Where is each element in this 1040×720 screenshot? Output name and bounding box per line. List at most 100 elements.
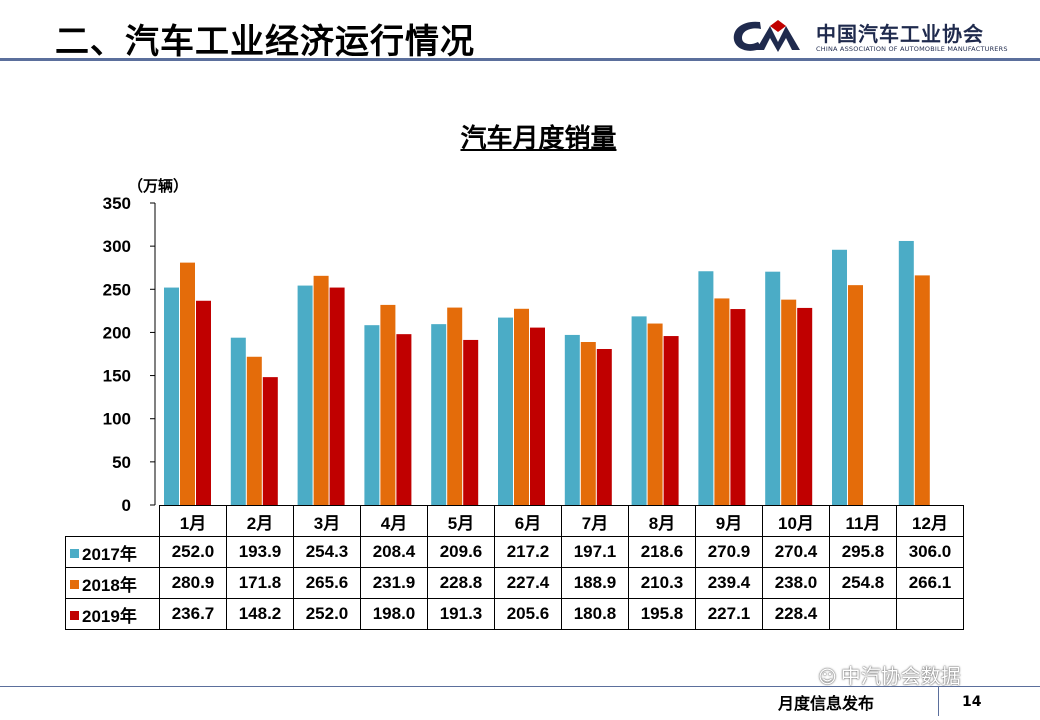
data-label: 197.1 xyxy=(561,536,629,568)
y-tick-label: 250 xyxy=(103,280,131,299)
y-tick-label: 100 xyxy=(103,410,131,429)
y-tick-label: 150 xyxy=(103,367,131,386)
data-label: 205.6 xyxy=(494,598,562,630)
bar xyxy=(596,348,612,505)
data-label: 254.3 xyxy=(293,536,361,568)
bar xyxy=(914,275,930,505)
data-label: 227.1 xyxy=(695,598,763,630)
data-label: 171.8 xyxy=(226,567,294,599)
data-label: 252.0 xyxy=(159,536,227,568)
x-tick-label: 7月 xyxy=(561,505,629,537)
bar xyxy=(380,304,396,505)
bar xyxy=(714,298,730,505)
watermark-text: 中汽协会数据 xyxy=(840,664,961,688)
data-label: 148.2 xyxy=(226,598,294,630)
data-label: 191.3 xyxy=(427,598,495,630)
bar xyxy=(698,271,714,505)
footer-separator xyxy=(938,686,939,716)
caam-logo-icon xyxy=(733,20,800,52)
data-label: 295.8 xyxy=(829,536,897,568)
legend-entry: 2018年 xyxy=(65,567,160,599)
data-label: 217.2 xyxy=(494,536,562,568)
bar xyxy=(530,327,545,505)
top-divider xyxy=(0,58,1040,61)
x-tick-label: 1月 xyxy=(159,505,227,537)
wechat-icon: ☺ xyxy=(818,667,837,688)
bar xyxy=(498,317,513,505)
data-label: 239.4 xyxy=(695,567,763,599)
bar xyxy=(580,342,596,505)
data-label: 193.9 xyxy=(226,536,294,568)
bar xyxy=(180,262,195,505)
bar xyxy=(364,325,380,505)
bar xyxy=(898,240,914,506)
bar xyxy=(297,285,313,505)
bar xyxy=(329,287,345,505)
legend-label: 2018年 xyxy=(82,575,137,595)
chart-title: 汽车月度销量 xyxy=(460,124,617,154)
bar xyxy=(647,323,663,505)
x-tick-label: 3月 xyxy=(293,505,361,537)
legend-swatch xyxy=(70,548,79,558)
data-label: 231.9 xyxy=(360,567,428,599)
data-label: 195.8 xyxy=(628,598,696,630)
legend-swatch xyxy=(70,579,79,589)
data-label: 265.6 xyxy=(293,567,361,599)
data-label: 238.0 xyxy=(762,567,830,599)
x-tick-label: 12月 xyxy=(896,505,964,537)
data-label: 280.9 xyxy=(159,567,227,599)
bar xyxy=(262,377,278,505)
data-label: 180.8 xyxy=(561,598,629,630)
bottom-divider xyxy=(0,686,1040,687)
data-label: 218.6 xyxy=(628,536,696,568)
x-tick-label: 9月 xyxy=(695,505,763,537)
table-header-row: 1月 2月 3月 4月 5月 6月 7月 8月 9月 10月 11月 12月 xyxy=(66,505,964,537)
y-tick-label: 350 xyxy=(103,194,131,213)
data-label: 208.4 xyxy=(360,536,428,568)
table-row: 2019年 236.7 148.2 252.0 198.0 191.3 205.6 180.8… xyxy=(65,598,964,630)
data-label: 228.4 xyxy=(762,598,830,630)
data-label: 228.8 xyxy=(427,567,495,599)
y-tick-label: 300 xyxy=(103,237,131,256)
x-tick-label: 11月 xyxy=(829,505,897,537)
x-tick-label: 2月 xyxy=(226,505,294,537)
bar xyxy=(514,308,529,505)
bar xyxy=(765,271,781,505)
data-label xyxy=(829,598,897,630)
footer-text: 月度信息发布 xyxy=(778,694,875,713)
legend-swatch xyxy=(70,610,79,620)
data-label: 188.9 xyxy=(561,567,629,599)
logo-name-en: CHINA ASSOCIATION OF AUTOMOBILE MANUFACT… xyxy=(816,45,1008,53)
data-label: 270.9 xyxy=(695,536,763,568)
caam-logo: 中国汽车工业协会 CHINA ASSOCIATION OF AUTOMOBILE… xyxy=(730,14,1020,60)
y-axis-unit-label: （万辆） xyxy=(128,177,189,195)
bar xyxy=(164,287,179,505)
data-table: 1月 2月 3月 4月 5月 6月 7月 8月 9月 10月 11月 12月 2017年 252.0 193… xyxy=(65,505,964,630)
data-label: 210.3 xyxy=(628,567,696,599)
bar xyxy=(848,285,863,505)
data-label: 270.4 xyxy=(762,536,830,568)
x-tick-label: 5月 xyxy=(427,505,495,537)
bar xyxy=(832,249,847,505)
data-label: 198.0 xyxy=(360,598,428,630)
table-row: 2018年 280.9 171.8 265.6 231.9 228.8 227.4 188.9… xyxy=(65,567,964,599)
logo-name-cn: 中国汽车工业协会 xyxy=(816,22,984,46)
slide-title: 二、汽车工业经济运行情况 xyxy=(55,22,475,62)
y-tick-label: 200 xyxy=(103,323,131,342)
data-label: 306.0 xyxy=(896,536,964,568)
bar xyxy=(196,300,211,505)
bar xyxy=(463,339,479,505)
x-tick-label: 10月 xyxy=(762,505,830,537)
data-label: 227.4 xyxy=(494,567,562,599)
data-label: 252.0 xyxy=(293,598,361,630)
bar xyxy=(781,299,797,505)
bar xyxy=(246,356,262,505)
page-number: 14 xyxy=(962,694,982,710)
y-tick-label: 50 xyxy=(112,453,131,472)
bar xyxy=(797,307,813,505)
legend-label: 2019年 xyxy=(82,606,137,626)
table-row: 2017年 252.0 193.9 254.3 208.4 209.6 217.2 197.1… xyxy=(65,536,964,568)
table-corner xyxy=(66,506,160,537)
x-tick-label: 8月 xyxy=(628,505,696,537)
